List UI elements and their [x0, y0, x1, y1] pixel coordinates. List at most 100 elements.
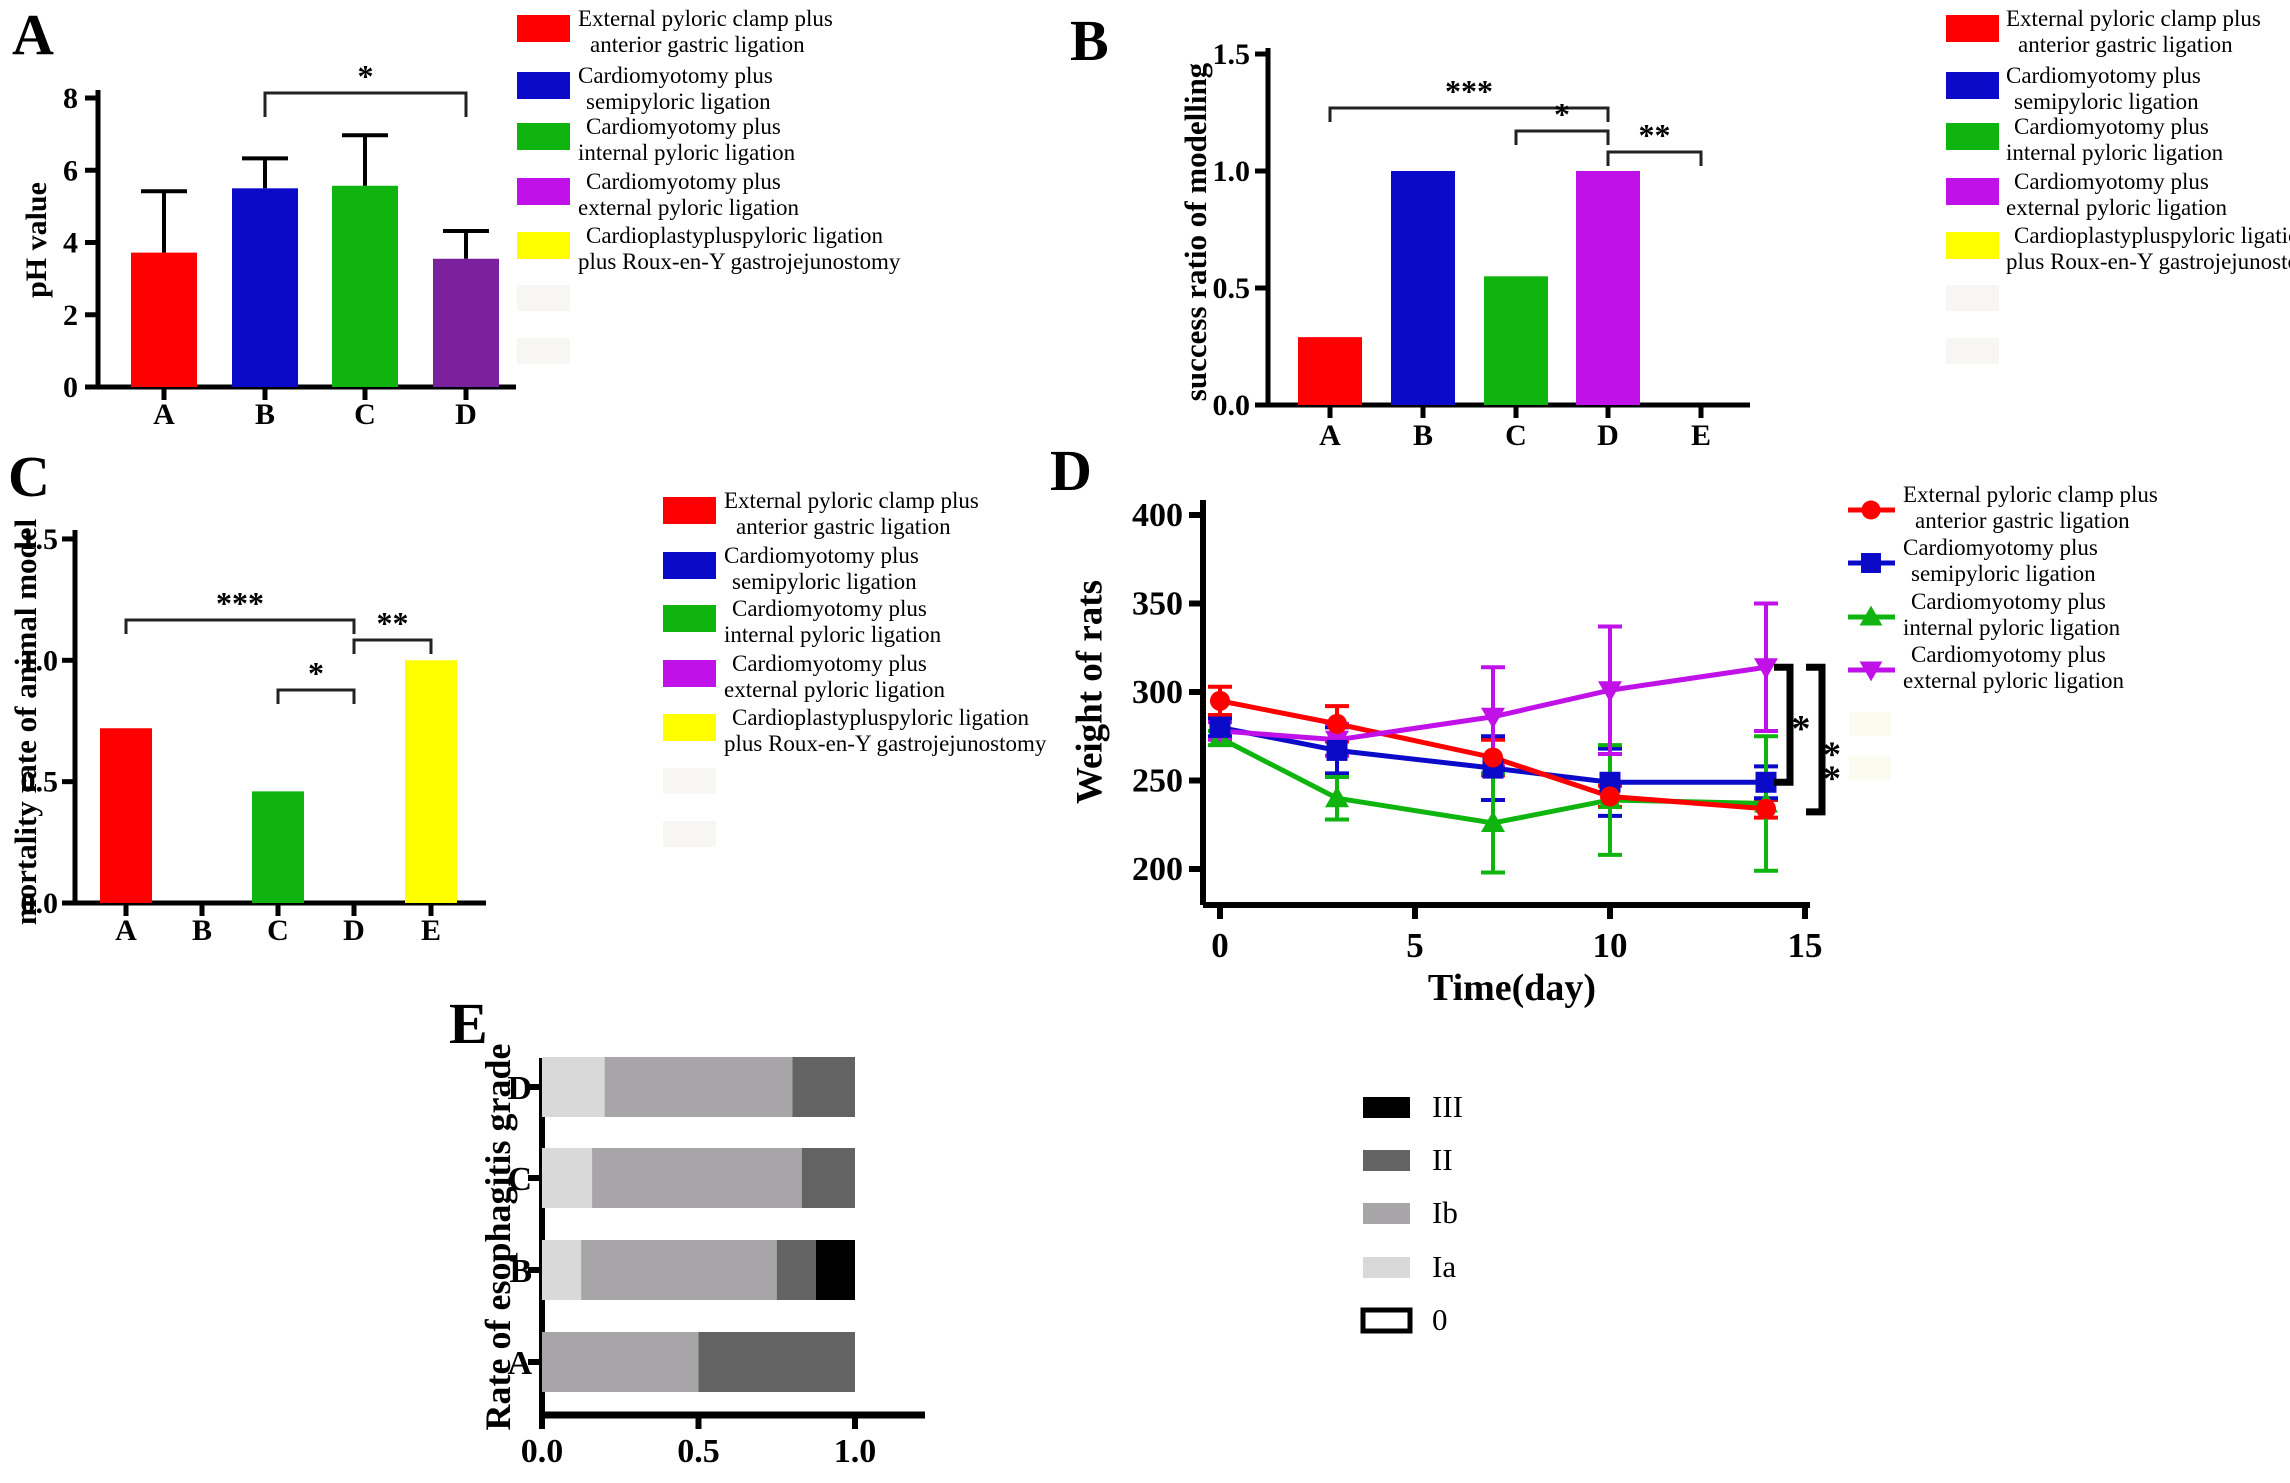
legend-label: Cardiomyotomy plus [578, 63, 773, 88]
sig-label: * [1554, 96, 1570, 132]
bar-C [252, 791, 304, 903]
category-label: A [1319, 419, 1341, 452]
bar-B [1391, 171, 1455, 405]
data-point-square [1209, 716, 1231, 738]
sig-label: *** [216, 585, 264, 621]
legend-swatch [1363, 1097, 1410, 1118]
x-tick-label: 0.0 [521, 1433, 564, 1470]
sig-bracket [124, 618, 356, 634]
panel-c-letter: C [8, 444, 50, 509]
legend-label: External pyloric clamp plus [578, 6, 833, 31]
legend-label: II [1432, 1142, 1453, 1177]
panel-e-ylabel: Rate of esophagitis grade [478, 1043, 518, 1431]
category-label: A [115, 914, 137, 947]
panel-d-ylabel: Weight of rats [1069, 579, 1111, 805]
legend-label: internal pyloric ligation [1903, 615, 2121, 640]
legend-swatch [517, 178, 570, 205]
legend-swatch [1946, 123, 1999, 150]
legend-swatch [1946, 178, 1999, 205]
legend-label: plus Roux-en-Y gastrojejunostomy [2006, 249, 2290, 274]
legend-swatch [1946, 232, 1999, 259]
legend-label: anterior gastric ligation [1915, 508, 2130, 533]
category-label: B [1413, 419, 1433, 452]
sig-bracket [352, 638, 433, 654]
legend-label: 0 [1432, 1302, 1448, 1337]
legend-swatch [1946, 72, 1999, 99]
x-tick-label: 1.0 [834, 1433, 877, 1470]
stacked-segment-Ia [542, 1148, 593, 1208]
y-tick-label: 350 [1132, 586, 1183, 623]
sig-label: * [308, 655, 324, 691]
y-tick-label: 6 [63, 154, 78, 187]
stacked-segment-II [792, 1057, 855, 1117]
data-point-circle [1210, 690, 1230, 711]
legend-label: internal pyloric ligation [2006, 140, 2224, 165]
y-tick-label: 8 [63, 82, 78, 115]
legend-label: Cardiomyotomy plus [586, 114, 781, 139]
y-tick-label: 1.5 [21, 523, 59, 556]
bar-A [100, 728, 152, 903]
ghost-swatch [517, 338, 570, 364]
data-point-circle [1327, 713, 1347, 734]
category-label: B [255, 398, 275, 431]
panel-a-ylabel: pH value [20, 182, 53, 298]
legend-label: external pyloric ligation [578, 195, 799, 220]
legend-swatch [1363, 1150, 1410, 1171]
y-tick-label: 0 [63, 371, 78, 404]
legend-label: Cardioplastypluspyloric ligation [732, 705, 1030, 730]
data-point-square [1326, 739, 1348, 761]
data-point-square [1599, 771, 1621, 793]
y-tick-label: 0.5 [21, 766, 59, 799]
x-tick-label: 0.5 [677, 1433, 720, 1470]
stacked-segment-III [815, 1240, 855, 1300]
legend-label: External pyloric clamp plus [1903, 482, 2158, 507]
bar-A [1298, 337, 1362, 405]
category-label: D [343, 914, 365, 947]
x-tick-label: 10 [1593, 926, 1628, 965]
legend-label: anterior gastric ligation [2018, 32, 2233, 57]
category-label: D [455, 398, 477, 431]
stacked-segment-Ib [592, 1148, 802, 1208]
x-tick-label: 5 [1406, 926, 1424, 965]
legend-label: anterior gastric ligation [590, 32, 805, 57]
data-point-square [1755, 771, 1777, 793]
legend-label: III [1432, 1089, 1463, 1124]
legend-label: plus Roux-en-Y gastrojejunostomy [578, 249, 901, 274]
stacked-segment-II [776, 1240, 816, 1300]
data-point-circle [1861, 500, 1881, 520]
legend-label: External pyloric clamp plus [2006, 6, 2261, 31]
y-tick-label: 1.0 [21, 644, 59, 677]
data-point-triangle-down [1859, 661, 1883, 682]
sig-bracket [263, 91, 468, 117]
legend-label: Cardiomyotomy plus [1903, 535, 2098, 560]
stacked-segment-II [801, 1148, 855, 1208]
ghost-swatch [1946, 338, 1999, 364]
panel-d-xlabel: Time(day) [1427, 967, 1597, 1009]
ghost-swatch [1849, 712, 1891, 736]
data-point-circle [1756, 798, 1776, 819]
legend-label: internal pyloric ligation [724, 622, 942, 647]
legend-swatch [663, 552, 716, 579]
sig-label: * [1823, 734, 1841, 774]
legend-swatch [663, 660, 716, 687]
category-label: E [1691, 419, 1711, 452]
sig-bracket [1774, 663, 1794, 786]
legend-label: Cardioplastypluspyloric ligation [586, 223, 884, 248]
stacked-segment-Ib [581, 1240, 777, 1300]
legend-label: semipyloric ligation [586, 89, 771, 114]
panel-b-chart: 0.00.51.01.5A B C D E******External pyloric … [1213, 6, 2290, 452]
bar-E [405, 660, 457, 903]
row-label: D [507, 1070, 532, 1107]
bar-B [232, 188, 298, 387]
legend-label: Ib [1432, 1195, 1458, 1230]
legend-label: external pyloric ligation [2006, 195, 2227, 220]
legend-label: Cardiomyotomy plus [2014, 169, 2209, 194]
legend-label: External pyloric clamp plus [724, 488, 979, 513]
legend-swatch [1946, 15, 1999, 42]
x-tick-label: 0 [1211, 926, 1229, 965]
legend-label: Cardiomyotomy plus [732, 651, 927, 676]
data-point-triangle-down [1598, 681, 1622, 703]
data-point-triangle-down [1481, 707, 1505, 729]
legend-label: Cardiomyotomy plus [2014, 114, 2209, 139]
bar-D [433, 258, 499, 387]
